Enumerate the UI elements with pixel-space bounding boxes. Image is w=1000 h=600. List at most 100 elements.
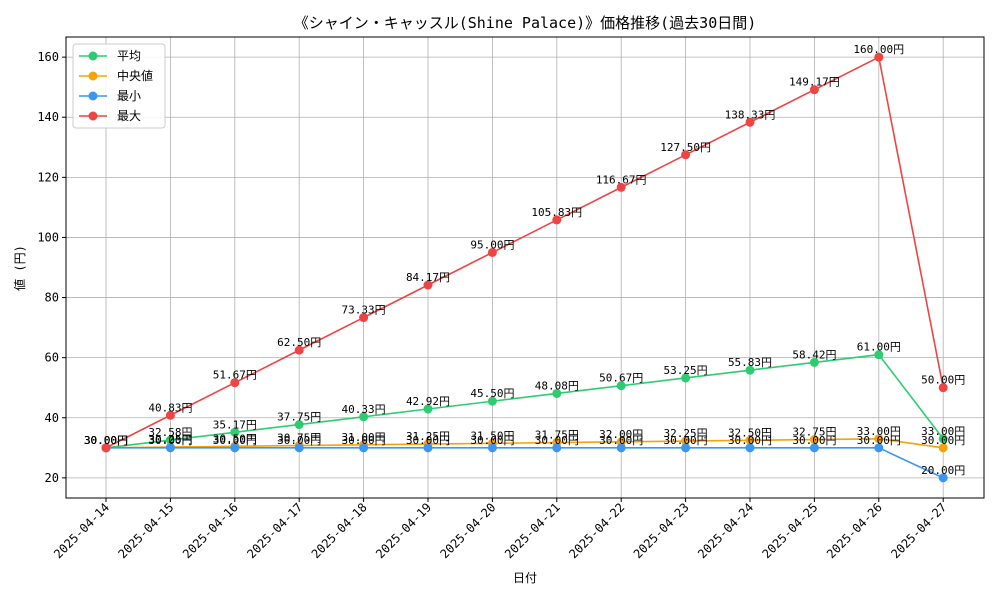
data-label: 32.25円 — [664, 427, 708, 440]
legend-label: 最大 — [117, 109, 141, 123]
data-point — [616, 443, 626, 453]
data-label: 50.00円 — [921, 374, 965, 387]
data-point — [874, 443, 884, 453]
data-label: 37.75円 — [277, 411, 321, 424]
data-label: 32.50円 — [728, 426, 772, 439]
x-tick-label: 2025-04-17 — [244, 500, 305, 561]
data-label: 33.00円 — [921, 425, 965, 438]
data-label: 53.25円 — [664, 364, 708, 377]
y-axis-label: 値 (円) — [12, 245, 27, 291]
data-label: 50.67円 — [599, 372, 643, 385]
grid — [66, 37, 984, 498]
data-point — [681, 443, 691, 453]
data-label: 84.17円 — [406, 271, 450, 284]
data-label: 30.00円 — [84, 434, 128, 447]
data-point — [294, 420, 304, 430]
data-label: 30.00円 — [728, 434, 772, 447]
x-tick-label: 2025-04-15 — [116, 500, 177, 561]
x-tick-label: 2025-04-22 — [566, 500, 627, 561]
data-label: 138.33円 — [725, 108, 776, 121]
data-label: 32.75円 — [792, 426, 836, 439]
data-label: 30.00円 — [406, 434, 450, 447]
x-tick-label: 2025-04-20 — [438, 500, 499, 561]
x-axis: 2025-04-14 2025-04-15 2025-04-16 2025-04-17… — [51, 498, 949, 561]
data-label: 116.67円 — [596, 173, 647, 186]
data-label: 31.75円 — [535, 429, 579, 442]
data-label: 32.58円 — [148, 426, 192, 439]
data-point — [938, 383, 948, 393]
data-labels: 30.00円32.58円35.17円37.75円40.33円42.92円45.5… — [84, 43, 965, 477]
data-point — [938, 443, 948, 453]
data-point — [681, 436, 691, 446]
data-point — [487, 443, 497, 453]
data-point — [745, 435, 755, 445]
legend-marker — [88, 91, 98, 101]
data-point — [809, 443, 819, 453]
data-point — [874, 434, 884, 444]
data-label: 30.00円 — [792, 434, 836, 447]
data-point — [616, 381, 626, 391]
data-point — [423, 443, 433, 453]
data-label: 30.00円 — [84, 434, 128, 447]
data-label: 95.00円 — [470, 238, 514, 251]
y-tick-label: 120 — [37, 170, 59, 184]
plot-area — [65, 36, 985, 499]
data-point — [487, 396, 497, 406]
x-tick-label: 2025-04-16 — [180, 500, 241, 561]
data-label: 30.00円 — [84, 434, 128, 447]
data-label: 30.00円 — [599, 434, 643, 447]
data-label: 40.33円 — [342, 403, 386, 416]
legend-marker — [88, 111, 98, 121]
data-point — [165, 435, 175, 445]
legend-marker — [88, 71, 98, 81]
data-point — [423, 404, 433, 414]
data-label: 30.00円 — [470, 434, 514, 447]
legend-marker — [88, 51, 98, 61]
series-line-0 — [105, 353, 944, 449]
data-label: 61.00円 — [857, 341, 901, 354]
data-point — [745, 365, 755, 375]
y-tick-label: 100 — [37, 230, 59, 244]
data-label: 30.00円 — [277, 434, 321, 447]
data-label: 30.00円 — [148, 434, 192, 447]
x-axis-label: 日付 — [513, 571, 537, 585]
data-point — [230, 378, 240, 388]
data-point — [230, 427, 240, 437]
data-label: 33.00円 — [857, 425, 901, 438]
data-label: 62.50円 — [277, 336, 321, 349]
data-label: 30.00円 — [535, 434, 579, 447]
data-point — [294, 443, 304, 453]
x-tick-label: 2025-04-24 — [695, 500, 756, 561]
data-label: 32.00円 — [599, 428, 643, 441]
x-tick-label: 2025-04-18 — [309, 500, 370, 561]
x-tick-label: 2025-04-19 — [373, 500, 434, 561]
data-point — [745, 117, 755, 127]
data-point — [294, 345, 304, 355]
data-point — [616, 182, 626, 192]
legend-label: 中央値 — [117, 68, 153, 83]
data-point — [938, 434, 948, 444]
data-point — [874, 350, 884, 360]
x-tick-label: 2025-04-25 — [760, 500, 821, 561]
data-label: 73.33円 — [342, 304, 386, 317]
data-label: 45.50円 — [470, 387, 514, 400]
data-point — [359, 412, 369, 422]
x-tick-label: 2025-04-21 — [502, 500, 563, 561]
data-label: 160.00円 — [853, 43, 904, 56]
data-label: 58.42円 — [792, 348, 836, 361]
data-label: 105.83円 — [531, 206, 582, 219]
data-label: 48.08円 — [535, 379, 579, 392]
data-label: 31.50円 — [470, 429, 514, 442]
series-lines — [101, 52, 948, 483]
chart-title: 《シャイン・キャッスル(Shine Palace)》価格推移(過去30日間) — [294, 14, 757, 32]
data-label: 30.00円 — [921, 434, 965, 447]
data-label: 31.25円 — [406, 430, 450, 443]
data-point — [552, 443, 562, 453]
x-tick-label: 2025-04-27 — [888, 500, 949, 561]
data-point — [809, 357, 819, 367]
data-point — [552, 215, 562, 225]
data-label: 30.00円 — [857, 434, 901, 447]
data-label: 35.17円 — [213, 418, 257, 431]
data-point — [165, 443, 175, 453]
